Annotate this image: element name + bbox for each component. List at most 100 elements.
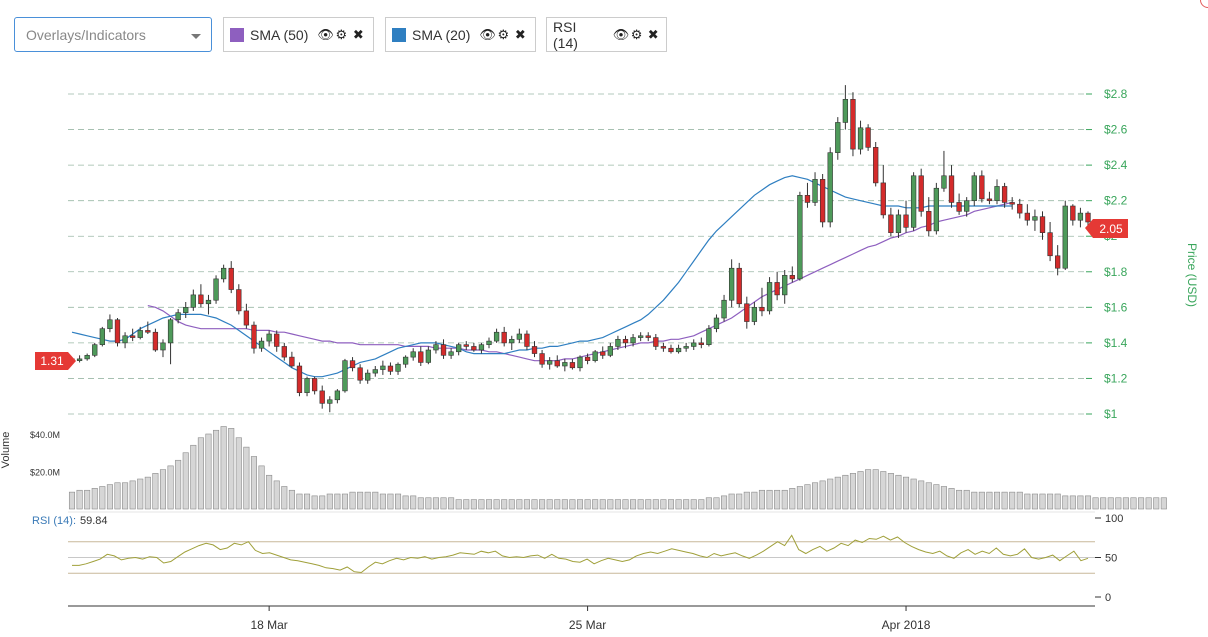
indicator-toolbar: Overlays/Indicators SMA (50) 👁︎ ⚙︎ ✖︎ SM… [0, 0, 1208, 70]
candle-body [145, 330, 151, 333]
candle-body [569, 362, 576, 369]
eye-icon[interactable]: 👁︎ [479, 26, 496, 42]
volume-bar [228, 428, 235, 510]
volume-bar [387, 493, 394, 510]
volume-bar [440, 497, 447, 510]
candle-body [979, 175, 985, 200]
candle-body [493, 331, 500, 342]
candle-body [296, 365, 303, 393]
volume-bar [903, 476, 910, 510]
volume-bar [683, 499, 690, 510]
candle-body [873, 147, 879, 184]
volume-bar [364, 491, 371, 510]
candle-body [584, 356, 591, 361]
candle-body [721, 299, 727, 319]
volume-bar [933, 484, 940, 510]
candle-body [372, 369, 378, 374]
candle-body [509, 339, 515, 344]
volume-bar [812, 482, 819, 510]
last-price-label: 2.05 [1099, 222, 1123, 236]
candle-body [425, 349, 432, 363]
volume-bar [872, 469, 879, 510]
price-tick-label: $1.2 [1104, 371, 1128, 385]
rsi-line [72, 534, 1089, 574]
volume-bar [781, 489, 788, 510]
volume-bar [857, 471, 864, 510]
x-tick-label: Apr 2018 [882, 618, 931, 632]
candle-body [380, 365, 386, 370]
candle-body [228, 267, 234, 290]
candle-body [183, 307, 189, 313]
candle-body [675, 347, 682, 353]
candle-body [1055, 255, 1061, 269]
indicator-chip-sma50: SMA (50) 👁︎ ⚙︎ ✖︎ [223, 17, 374, 52]
volume-bar [334, 493, 341, 510]
candle-body [122, 335, 128, 344]
volume-bar [978, 491, 985, 510]
volume-bar [728, 493, 735, 510]
volume-bar [258, 465, 265, 510]
volume-bar [819, 480, 826, 510]
candle-body [728, 267, 735, 301]
volume-bar [410, 495, 417, 510]
rsi-tick-label: 100 [1105, 513, 1123, 525]
candle-body [615, 339, 621, 347]
indicator-chip-label: SMA (50) [250, 26, 309, 43]
candle-body [1085, 212, 1091, 223]
price-gridlines [68, 93, 1086, 415]
volume-bar [485, 499, 493, 510]
gear-icon[interactable]: ⚙︎ [497, 26, 510, 42]
eye-icon[interactable]: 👁︎ [317, 26, 334, 42]
volume-bar [235, 437, 242, 510]
candle-body [880, 182, 886, 216]
candle-body [926, 211, 932, 232]
volume-bar [122, 482, 129, 510]
candle-body [1062, 205, 1068, 269]
volume-bar [266, 474, 273, 510]
volume-bar [667, 499, 675, 510]
candle-body [789, 275, 795, 280]
volume-bar [721, 495, 728, 510]
volume-bar [546, 499, 553, 510]
candle-body [1024, 212, 1030, 221]
volume-bar [304, 493, 311, 510]
eye-icon[interactable]: 👁︎ [612, 26, 630, 42]
x-tick-label: 25 Mar [569, 618, 606, 632]
indicator-chip-rsi14: RSI (14) 👁︎ ⚙︎ ✖︎ [546, 17, 667, 52]
indicator-chip-label: SMA (20) [412, 26, 471, 43]
candle-body [471, 346, 477, 351]
candle-body [759, 307, 765, 312]
gear-icon[interactable]: ⚙︎ [335, 26, 348, 42]
close-icon[interactable]: ✖︎ [514, 26, 526, 42]
candle-body [736, 267, 742, 305]
gear-icon[interactable]: ⚙︎ [630, 26, 643, 42]
chevron-down-icon[interactable] [191, 34, 201, 39]
candle-body [236, 289, 242, 312]
close-icon[interactable]: ✖︎ [647, 26, 659, 42]
volume-bar [402, 495, 409, 510]
volume-bar [1016, 491, 1023, 510]
volume-bar [789, 488, 796, 510]
candle-body [531, 346, 538, 354]
price-tick-label: $1.8 [1104, 265, 1128, 279]
volume-bar [614, 499, 621, 510]
candle-body [266, 333, 272, 342]
candle-body [865, 127, 871, 148]
overlays-indicators-select[interactable]: Overlays/Indicators [14, 17, 212, 52]
start-price-label: 1.31 [40, 354, 64, 368]
volume-bar [865, 469, 872, 510]
candle-body [152, 331, 159, 351]
volume-bar [834, 476, 841, 510]
candle-body [766, 282, 773, 312]
candle-body [410, 351, 416, 358]
volume-bar [1001, 491, 1008, 510]
moving-average-lines [71, 175, 1013, 378]
close-icon[interactable]: ✖︎ [352, 26, 364, 42]
volume-bar [569, 499, 576, 510]
x-axis-ticks: 18 Mar 25 Mar Apr 2018 [250, 606, 931, 632]
candle-body [160, 342, 166, 351]
candle-body [797, 195, 803, 280]
candle-body [812, 179, 818, 203]
candle-body [713, 317, 720, 329]
candle-body [1039, 216, 1046, 233]
